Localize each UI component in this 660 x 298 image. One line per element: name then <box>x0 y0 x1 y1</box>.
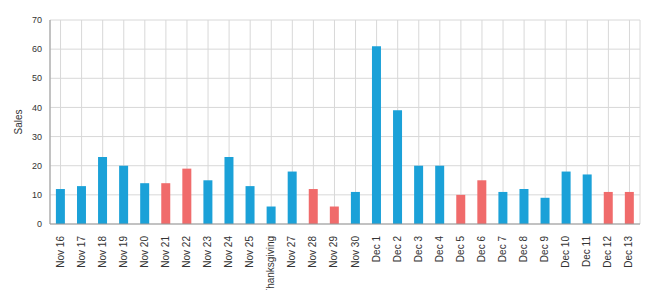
svg-text:Thanksgiving: Thanksgiving <box>265 236 276 290</box>
svg-text:Dec 10: Dec 10 <box>560 236 571 268</box>
svg-text:Nov 16: Nov 16 <box>55 236 66 268</box>
svg-text:Dec 5: Dec 5 <box>455 236 466 263</box>
svg-text:40: 40 <box>32 103 42 113</box>
svg-text:Sales: Sales <box>13 109 24 134</box>
svg-text:Nov 23: Nov 23 <box>202 236 213 268</box>
svg-text:Nov 18: Nov 18 <box>97 236 108 268</box>
svg-text:Dec 13: Dec 13 <box>623 236 634 268</box>
svg-text:Nov 19: Nov 19 <box>118 236 129 268</box>
svg-text:Dec 8: Dec 8 <box>518 236 529 263</box>
svg-text:10: 10 <box>32 190 42 200</box>
svg-text:Dec 2: Dec 2 <box>392 236 403 263</box>
svg-text:60: 60 <box>32 44 42 54</box>
svg-text:Nov 28: Nov 28 <box>307 236 318 268</box>
svg-text:Nov 27: Nov 27 <box>286 236 297 268</box>
svg-text:Dec 1: Dec 1 <box>371 236 382 263</box>
svg-text:Dec 9: Dec 9 <box>539 236 550 263</box>
svg-text:Dec 6: Dec 6 <box>476 236 487 263</box>
svg-text:Nov 22: Nov 22 <box>181 236 192 268</box>
svg-text:Nov 29: Nov 29 <box>328 236 339 268</box>
svg-text:20: 20 <box>32 161 42 171</box>
svg-text:Nov 21: Nov 21 <box>160 236 171 268</box>
svg-text:Dec 12: Dec 12 <box>602 236 613 268</box>
svg-text:Nov 24: Nov 24 <box>223 236 234 268</box>
svg-text:Nov 30: Nov 30 <box>350 236 361 268</box>
svg-text:30: 30 <box>32 132 42 142</box>
svg-text:Dec 7: Dec 7 <box>497 236 508 263</box>
svg-text:Dec 11: Dec 11 <box>581 236 592 267</box>
svg-text:0: 0 <box>37 219 42 229</box>
svg-text:Dec 3: Dec 3 <box>413 236 424 263</box>
svg-text:Dec 4: Dec 4 <box>434 236 445 263</box>
svg-text:Nov 25: Nov 25 <box>244 236 255 268</box>
svg-text:Nov 17: Nov 17 <box>76 236 87 268</box>
svg-text:Nov 20: Nov 20 <box>139 236 150 268</box>
svg-text:70: 70 <box>32 15 42 25</box>
svg-text:50: 50 <box>32 73 42 83</box>
